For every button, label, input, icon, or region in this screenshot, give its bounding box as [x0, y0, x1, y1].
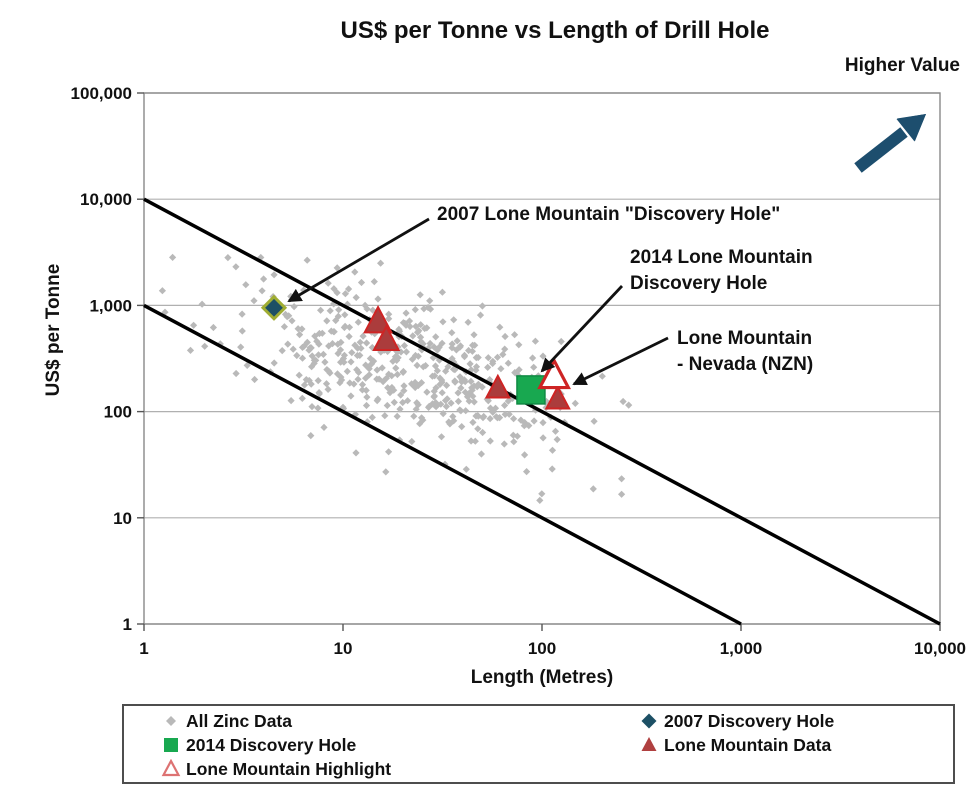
legend-item-4: Lone Mountain Highlight	[160, 757, 638, 781]
y-tick-label: 10	[113, 509, 132, 528]
y-tick-label: 10,000	[80, 190, 132, 209]
annotation-arrow-ann-nzn	[572, 336, 669, 386]
x-tick-label: 1,000	[720, 639, 763, 658]
legend-item-label: Lone Mountain Highlight	[186, 759, 392, 779]
legend-item-2: 2014 Discovery Hole	[160, 733, 638, 757]
legend-item-1: 2007 Discovery Hole	[638, 709, 953, 733]
annotation-text-ann-2014: Discovery Hole	[630, 273, 767, 294]
x-tick-label: 1	[139, 639, 148, 658]
y-tick-label: 100	[104, 403, 132, 422]
legend-marker-shape	[164, 738, 178, 752]
trend-lines	[143, 197, 941, 626]
legend-marker-triangle-open-icon	[161, 759, 181, 777]
annotation-text-ann-2014: 2014 Lone Mountain	[630, 247, 813, 268]
lone-mountain-point	[484, 373, 511, 399]
trend-line-upper-value-band	[143, 197, 941, 626]
higher-value-arrow-shaft	[854, 127, 908, 173]
legend-marker-shape	[161, 759, 181, 777]
lone-mountain-point	[372, 324, 401, 351]
legend-item-0: All Zinc Data	[160, 709, 638, 733]
chart-title: US$ per Tonne vs Length of Drill Hole	[340, 17, 770, 44]
highlighted-data-points	[260, 294, 571, 410]
y-tick-label: 1	[123, 615, 132, 634]
all-zinc-data-points	[158, 253, 633, 504]
legend-item-label: 2007 Discovery Hole	[664, 711, 835, 731]
legend-item-label: 2014 Discovery Hole	[186, 735, 357, 755]
legend-marker-shape	[641, 737, 657, 751]
lone-mountain-point	[363, 305, 394, 334]
legend: All Zinc Data 2007 Discovery Hole 2014 Dis…	[122, 704, 955, 784]
legend-grid: All Zinc Data 2007 Discovery Hole 2014 Dis…	[124, 706, 953, 781]
annotation-arrow-ann-2014	[540, 285, 624, 373]
annotation-arrow-ann-2007	[287, 217, 430, 303]
legend-item-label: All Zinc Data	[186, 711, 292, 731]
lone-mountain-highlight-point	[537, 357, 571, 390]
x-tick-label: 10	[334, 639, 353, 658]
higher-value-label: Higher Value	[844, 55, 960, 76]
legend-item-3: Lone Mountain Data	[638, 733, 953, 757]
legend-marker-shape	[641, 713, 657, 729]
y-axis-title: US$ per Tonne	[43, 263, 64, 397]
lone-mountain-point	[544, 384, 571, 410]
higher-value-arrow-head	[897, 114, 926, 141]
legend-item-label: Lone Mountain Data	[664, 735, 832, 755]
plot-area: 1 10 100 1,000 10,000 100,000 1 10 100 1,000 10,00…	[71, 84, 966, 658]
legend-marker-diamond-small-icon	[166, 716, 176, 726]
x-axis-title: Length (Metres)	[470, 667, 614, 688]
legend-marker-shape	[166, 716, 176, 726]
annotation-text-ann-2007: 2007 Lone Mountain "Discovery Hole"	[437, 204, 780, 225]
annotation-text-ann-nzn: - Nevada (NZN)	[677, 354, 813, 375]
legend-marker-triangle-icon	[641, 737, 657, 751]
legend-marker-diamond-icon	[641, 713, 657, 729]
data-point-2014-square	[516, 375, 546, 405]
trend-line-lower-value-band	[143, 303, 742, 626]
x-tick-label: 10,000	[914, 639, 966, 658]
all-zinc-data-cloud	[158, 253, 633, 504]
data-point-2007-diamond	[260, 294, 288, 321]
higher-value-arrow	[854, 114, 926, 173]
annotations: 2007 Lone Mountain "Discovery Hole" 2014 …	[287, 204, 813, 386]
y-tick-label: 1,000	[89, 296, 132, 315]
axis-ticks: 1 10 100 1,000 10,000 100,000 1 10 100 1,000 10,00…	[71, 84, 966, 658]
legend-marker-square-icon	[164, 738, 178, 752]
y-tick-label: 100,000	[71, 84, 132, 103]
x-tick-label: 100	[528, 639, 556, 658]
annotation-text-ann-nzn: Lone Mountain	[677, 328, 812, 349]
